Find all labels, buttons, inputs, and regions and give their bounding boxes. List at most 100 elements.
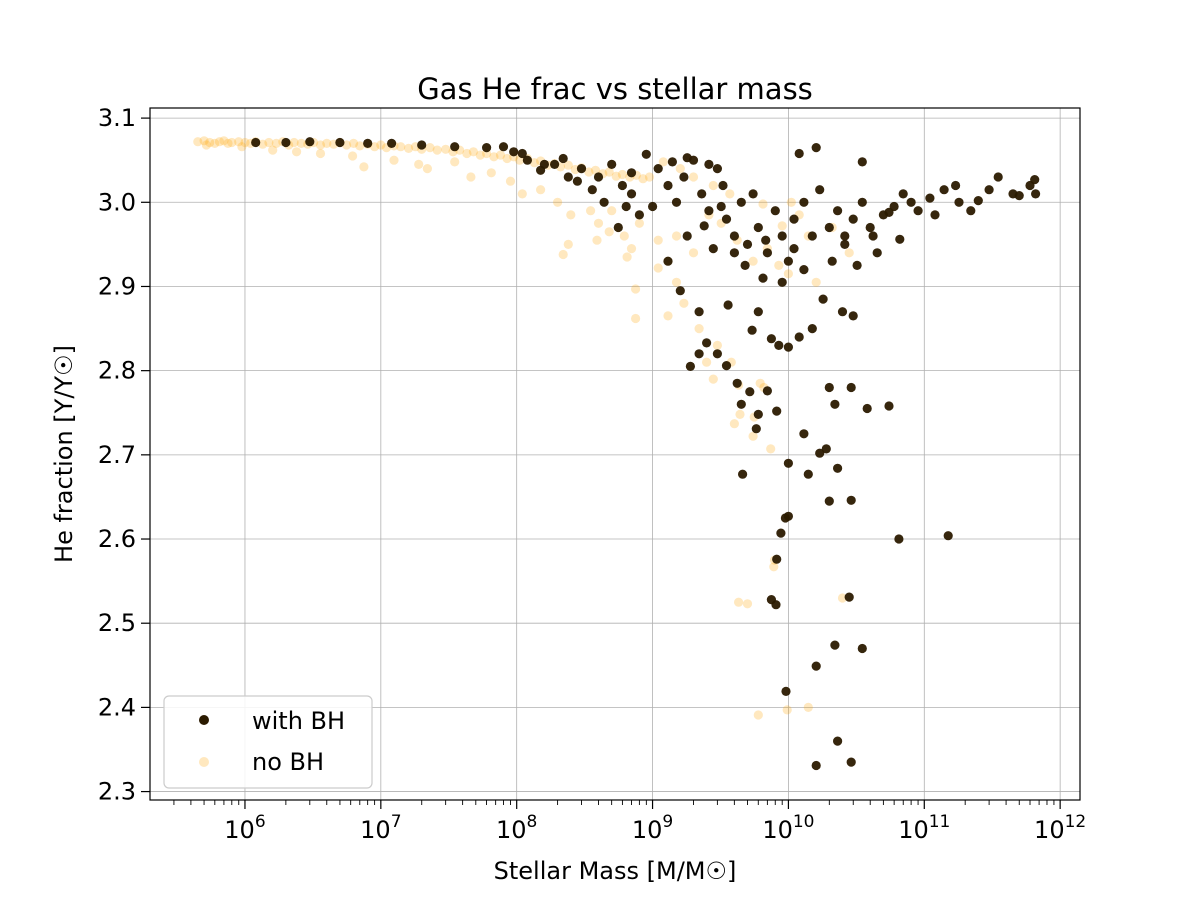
point-no-bh xyxy=(644,172,655,182)
point-no-bh xyxy=(783,269,794,279)
point-with-bh xyxy=(736,399,746,409)
point-no-bh xyxy=(348,151,358,161)
point-with-bh xyxy=(704,206,714,216)
point-with-bh xyxy=(943,531,953,541)
point-no-bh xyxy=(735,409,745,419)
point-with-bh xyxy=(833,736,843,746)
point-with-bh xyxy=(517,148,527,159)
point-no-bh xyxy=(688,172,699,182)
point-with-bh xyxy=(522,155,533,165)
point-with-bh xyxy=(740,260,750,270)
point-no-bh xyxy=(450,157,460,167)
point-with-bh xyxy=(747,325,757,335)
point-no-bh xyxy=(495,150,506,160)
point-with-bh xyxy=(824,382,834,393)
point-no-bh xyxy=(766,444,776,454)
point-no-bh xyxy=(748,431,758,441)
point-no-bh xyxy=(634,218,645,228)
point-with-bh xyxy=(846,382,856,393)
series-with-bh xyxy=(251,137,1041,771)
point-with-bh xyxy=(799,197,809,207)
point-with-bh xyxy=(679,172,689,182)
y-tick-label: 2.7 xyxy=(98,441,136,469)
point-with-bh xyxy=(251,137,261,148)
point-no-bh xyxy=(396,142,406,152)
point-with-bh xyxy=(984,185,994,195)
point-no-bh xyxy=(292,147,302,157)
point-no-bh xyxy=(505,176,516,186)
point-no-bh xyxy=(199,136,209,146)
point-with-bh xyxy=(846,757,856,767)
point-no-bh xyxy=(553,197,563,207)
legend-marker-with-bh xyxy=(199,715,209,725)
point-with-bh xyxy=(1030,175,1040,185)
point-no-bh xyxy=(227,137,237,148)
point-no-bh xyxy=(777,221,787,231)
point-with-bh xyxy=(721,214,732,224)
point-with-bh xyxy=(772,554,782,564)
point-with-bh xyxy=(758,273,768,283)
point-no-bh xyxy=(315,148,326,159)
point-with-bh xyxy=(783,458,794,468)
point-with-bh xyxy=(993,172,1003,182)
point-no-bh xyxy=(663,311,673,321)
y-tick-label: 2.5 xyxy=(98,609,136,637)
point-with-bh xyxy=(939,185,949,195)
point-with-bh xyxy=(751,424,761,434)
point-no-bh xyxy=(631,284,641,294)
point-with-bh xyxy=(824,222,834,233)
point-with-bh xyxy=(593,172,604,182)
point-no-bh xyxy=(441,144,451,154)
point-no-bh xyxy=(370,142,380,152)
point-with-bh xyxy=(815,185,825,195)
point-with-bh xyxy=(913,206,923,216)
point-with-bh xyxy=(745,387,755,397)
point-with-bh xyxy=(857,643,867,654)
point-with-bh xyxy=(626,168,637,178)
point-no-bh xyxy=(671,231,682,241)
point-with-bh xyxy=(852,260,862,270)
x-axis-label: Stellar Mass [M/M☉] xyxy=(494,857,737,885)
point-no-bh xyxy=(786,197,796,207)
point-no-bh xyxy=(592,235,602,245)
point-with-bh xyxy=(417,140,427,150)
point-with-bh xyxy=(663,180,673,191)
point-with-bh xyxy=(774,340,784,350)
grid-lines xyxy=(150,108,1080,800)
point-with-bh xyxy=(766,334,777,344)
point-with-bh xyxy=(736,197,746,207)
point-no-bh xyxy=(702,357,712,367)
point-no-bh xyxy=(502,153,512,164)
point-no-bh xyxy=(468,147,478,157)
point-with-bh xyxy=(803,469,813,479)
point-no-bh xyxy=(322,138,332,148)
point-no-bh xyxy=(782,705,792,715)
point-with-bh xyxy=(712,349,723,359)
point-no-bh xyxy=(536,185,546,195)
point-no-bh xyxy=(688,248,699,258)
point-with-bh xyxy=(783,342,794,352)
point-with-bh xyxy=(840,239,850,249)
point-no-bh xyxy=(607,206,617,216)
point-no-bh xyxy=(708,374,718,384)
legend-label-with-bh: with BH xyxy=(252,707,345,735)
point-no-bh xyxy=(315,140,326,150)
point-no-bh xyxy=(837,593,848,603)
x-tick-label: 106 xyxy=(224,812,265,844)
point-no-bh xyxy=(466,172,476,182)
point-with-bh xyxy=(667,157,678,167)
point-with-bh xyxy=(865,222,875,233)
point-with-bh xyxy=(761,235,771,245)
point-no-bh xyxy=(617,169,628,180)
point-with-bh xyxy=(837,307,848,317)
point-with-bh xyxy=(648,201,658,212)
point-with-bh xyxy=(617,180,628,191)
point-with-bh xyxy=(718,180,728,191)
point-no-bh xyxy=(675,164,685,174)
point-with-bh xyxy=(973,196,983,206)
point-no-bh xyxy=(563,160,573,170)
point-no-bh xyxy=(289,137,299,148)
point-with-bh xyxy=(857,197,867,207)
point-with-bh xyxy=(702,338,712,348)
point-with-bh xyxy=(626,189,637,199)
